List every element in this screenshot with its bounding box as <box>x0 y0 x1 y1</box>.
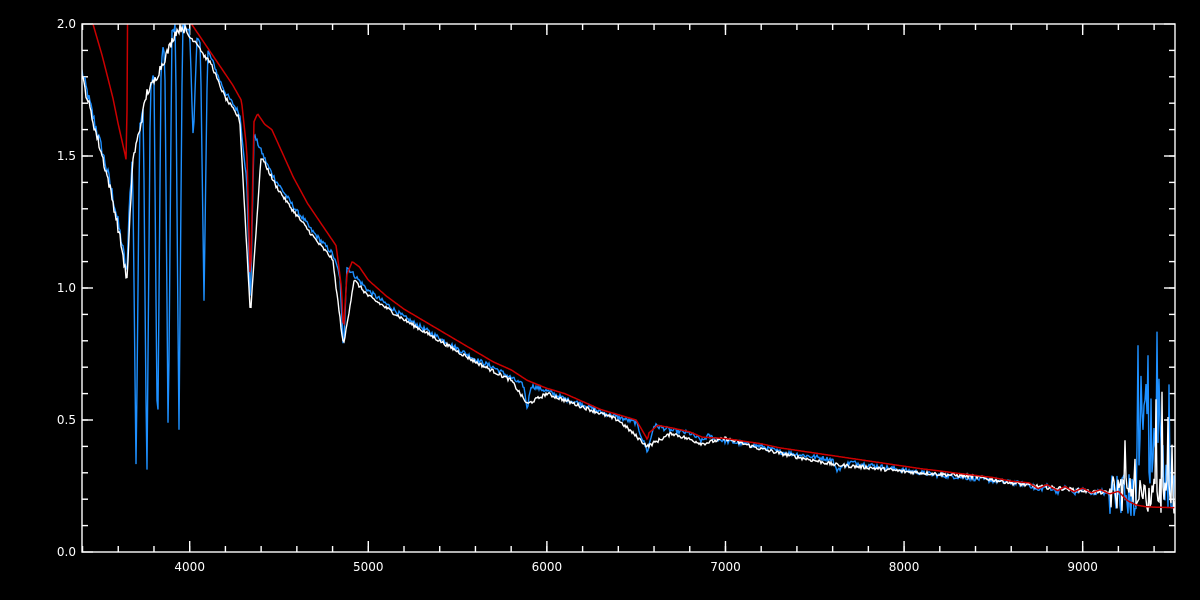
y-tick-label: 1.0 <box>56 281 76 295</box>
x-tick-label: 4000 <box>174 560 205 574</box>
series-observed-blue <box>82 24 1175 516</box>
x-tick-label: 5000 <box>353 560 384 574</box>
plot-frame <box>81 23 1176 553</box>
x-tick-label: 7000 <box>710 560 741 574</box>
x-tick-label: 8000 <box>888 560 920 574</box>
x-tick-label: 6000 <box>531 560 563 574</box>
data-series-group <box>82 24 1175 516</box>
y-tick-label: 0.0 <box>56 545 76 559</box>
y-tick-label: 0.5 <box>56 413 76 427</box>
series-observed-white <box>82 24 1175 514</box>
x-tick-label: 9000 <box>1067 560 1098 574</box>
series-model-red <box>92 24 1175 509</box>
y-tick-label: 2.0 <box>56 17 76 31</box>
y-tick-label: 1.5 <box>56 149 76 163</box>
